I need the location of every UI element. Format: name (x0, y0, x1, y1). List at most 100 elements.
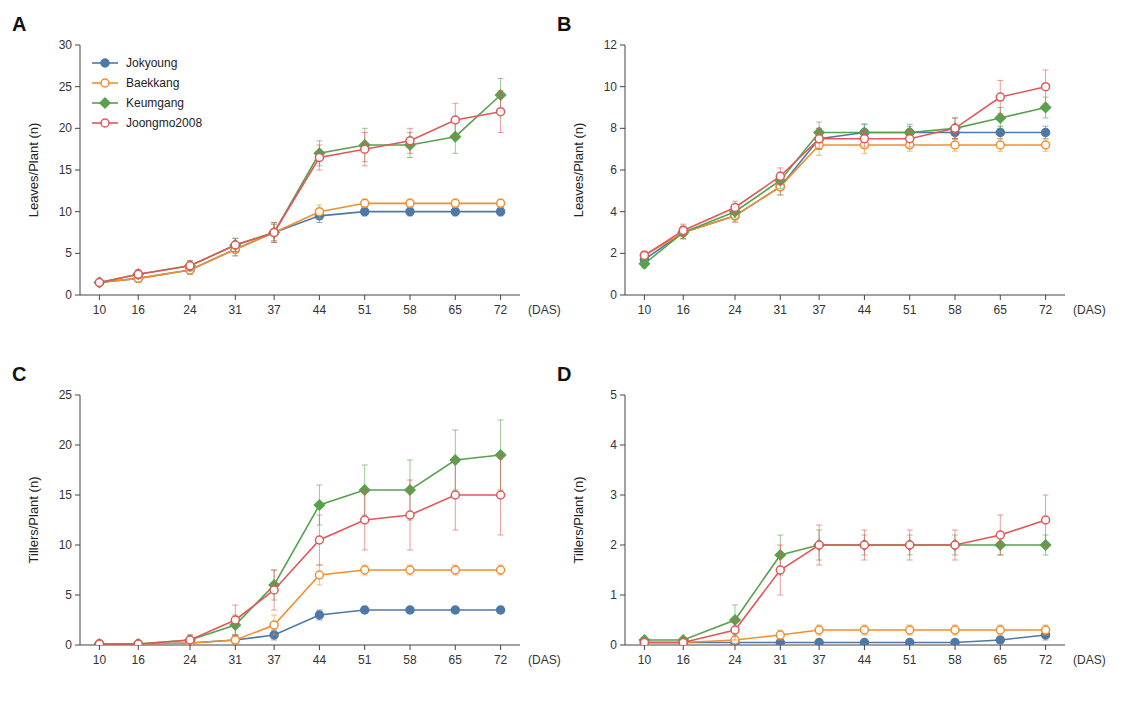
point (94, 639, 104, 645)
x-tick (500, 295, 501, 300)
x-tick (99, 645, 100, 650)
point (315, 536, 323, 544)
x-tick (500, 645, 501, 650)
error-bar (498, 607, 504, 613)
point (231, 636, 239, 644)
y-tick (620, 395, 625, 396)
error-bar (952, 625, 958, 635)
error-bar (1043, 126, 1049, 139)
y-tick (75, 445, 80, 446)
x-tick-label: 51 (903, 303, 917, 317)
error-bar (407, 480, 413, 550)
plot-area (639, 495, 1050, 645)
series-line (644, 145, 1045, 255)
point (406, 606, 414, 614)
panel: 05101520253010162431374451586572(DAS)Lea… (12, 13, 561, 317)
point (776, 172, 784, 180)
point (995, 113, 1005, 123)
error-bar (1043, 625, 1049, 635)
x-tick-label: 58 (403, 653, 417, 667)
point (95, 279, 103, 287)
x-tick (864, 295, 865, 300)
point (361, 566, 369, 574)
point (640, 639, 648, 646)
error-bar (362, 133, 368, 166)
point (640, 251, 648, 259)
series-line (644, 133, 1045, 260)
point (361, 606, 369, 614)
y-tick-label: 4 (610, 438, 617, 452)
x-tick (735, 295, 736, 300)
x-axis-label: (DAS) (1073, 653, 1106, 667)
point (95, 279, 103, 287)
y-tick-label: 30 (59, 38, 73, 52)
error-bar (907, 530, 913, 560)
series (95, 455, 504, 645)
x-tick (410, 645, 411, 650)
y-tick (75, 645, 80, 646)
point (497, 199, 505, 207)
error-bar (362, 565, 368, 575)
error-bar (498, 208, 504, 216)
series (639, 97, 1050, 269)
series-line (99, 212, 500, 283)
error-bar (452, 460, 458, 530)
panel: 051015202510162431374451586572(DAS)Tille… (12, 363, 561, 667)
point (230, 240, 240, 250)
y-tick-label: 8 (610, 121, 617, 135)
series (95, 199, 504, 286)
point (1042, 626, 1050, 634)
x-tick-label: 24 (183, 303, 197, 317)
y-axis-label: Leaves/Plant (n) (571, 123, 586, 218)
y-tick (75, 253, 80, 254)
point (270, 229, 278, 237)
x-tick (909, 295, 910, 300)
error-bar (498, 91, 504, 133)
error-bar (816, 525, 822, 565)
point (231, 241, 239, 249)
x-tick-label: 37 (267, 303, 281, 317)
plot-area (639, 70, 1050, 269)
series (94, 420, 505, 645)
point (815, 626, 823, 634)
point (134, 640, 142, 645)
point (451, 491, 459, 499)
series-line (99, 610, 500, 644)
series-line (99, 570, 500, 644)
x-tick-label: 37 (812, 303, 826, 317)
error-bar (271, 570, 277, 610)
x-tick (274, 295, 275, 300)
x-tick (455, 295, 456, 300)
point (133, 269, 143, 279)
point (361, 208, 369, 216)
point (996, 129, 1004, 137)
series-line (644, 520, 1045, 643)
y-tick (620, 128, 625, 129)
x-tick (138, 645, 139, 650)
y-axis-label: Tillers/Plant (n) (26, 477, 41, 564)
x-tick (909, 645, 910, 650)
y-tick (620, 645, 625, 646)
y-tick (75, 295, 80, 296)
error-bar (271, 223, 277, 243)
y-tick-label: 0 (65, 638, 72, 652)
point (950, 540, 960, 550)
y-tick-label: 20 (59, 438, 73, 452)
x-tick-label: 44 (858, 653, 872, 667)
point (497, 566, 505, 574)
y-tick-label: 10 (59, 538, 73, 552)
y-tick (75, 45, 80, 46)
point (497, 491, 505, 499)
error-bar (861, 130, 867, 147)
error-bar (952, 118, 958, 139)
point (1042, 516, 1050, 524)
error-bar (232, 605, 238, 635)
x-tick (99, 295, 100, 300)
error-bar (777, 545, 783, 595)
y-tick (75, 128, 80, 129)
series-line (644, 87, 1045, 256)
x-tick-label: 16 (132, 653, 146, 667)
y-tick-label: 5 (65, 246, 72, 260)
error-bar (316, 565, 322, 585)
point (315, 571, 323, 579)
